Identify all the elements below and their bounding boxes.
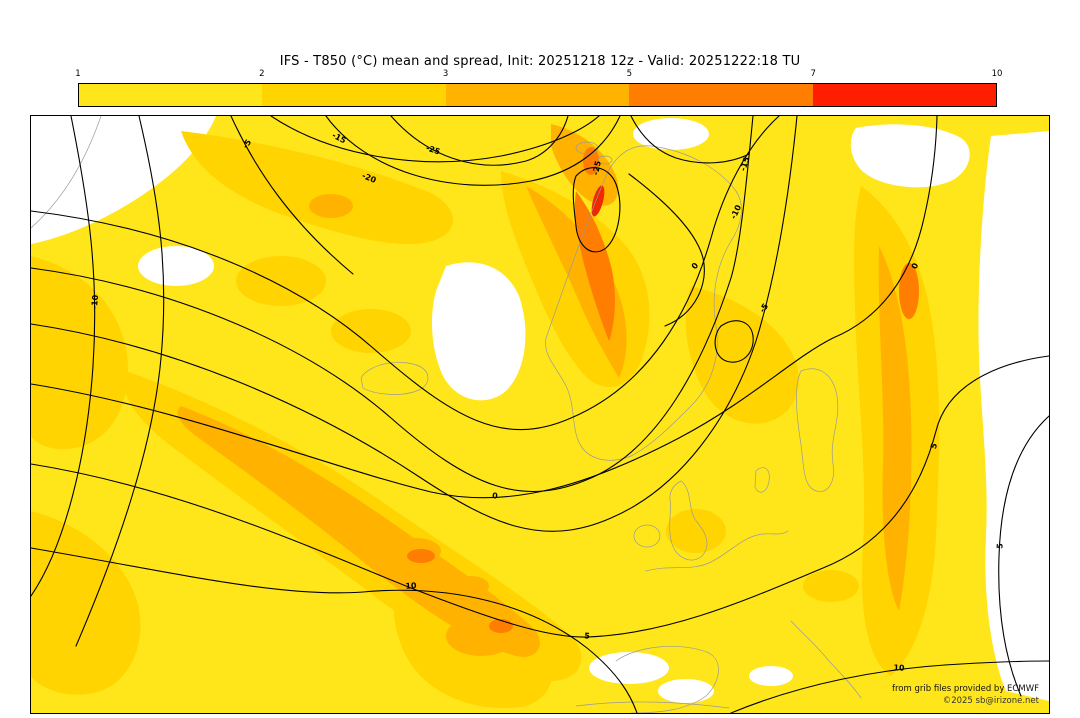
colorbar-tick-labels: 1 2 3 5 7 10 bbox=[75, 68, 1002, 83]
contour-line-layer bbox=[31, 116, 1049, 713]
coastline-layer bbox=[31, 116, 862, 713]
colorbar-segment bbox=[812, 84, 997, 106]
colorbar-segment bbox=[79, 84, 263, 106]
spread-colorbar: 1 2 3 5 7 10 bbox=[75, 68, 1002, 107]
map-credits: from grib files provided by ECMWF ©2025 … bbox=[892, 683, 1039, 709]
map-canvas bbox=[31, 116, 1049, 713]
credit-ecmwf: from grib files provided by ECMWF bbox=[892, 683, 1039, 694]
colorbar-tick-label: 5 bbox=[626, 69, 633, 79]
colorbar-segment bbox=[445, 84, 630, 106]
colorbar-tick-label: 3 bbox=[442, 69, 449, 79]
colorbar-segment bbox=[629, 84, 813, 106]
spread-fill-layer bbox=[31, 116, 1049, 713]
colorbar-tick-label: 7 bbox=[810, 69, 816, 79]
colorbar-tick-label: 2 bbox=[259, 69, 265, 79]
weather-map: -5 -10 -15 -20 -25 -25 -15 -10 -5 0 0 5 10 10 0 5 5 from… bbox=[30, 115, 1050, 714]
colorbar-gradient bbox=[78, 83, 997, 107]
colorbar-tick-label: 10 bbox=[991, 69, 1003, 79]
colorbar-tick-label: 1 bbox=[75, 69, 81, 79]
map-title: IFS - T850 (°C) mean and spread, Init: 2… bbox=[279, 54, 801, 69]
credit-copyright: ©2025 sb@irizone.net bbox=[942, 696, 1039, 707]
colorbar-segment bbox=[262, 84, 446, 106]
